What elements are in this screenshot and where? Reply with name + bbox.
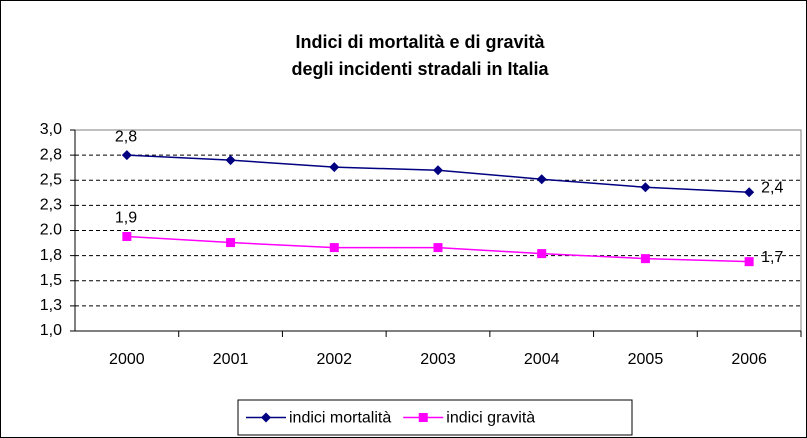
data-label: 1,7 bbox=[761, 249, 783, 266]
legend-marker bbox=[418, 413, 428, 422]
y-tick-label: 1,5 bbox=[40, 272, 62, 289]
y-tick-label: 1,0 bbox=[40, 322, 62, 339]
data-label: 2,8 bbox=[115, 128, 137, 145]
data-point bbox=[122, 232, 132, 242]
y-tick-label: 2,8 bbox=[40, 146, 62, 163]
legend-label: indici mortalità bbox=[289, 410, 391, 427]
chart-title: Indici di mortalità e di gravità bbox=[295, 32, 545, 52]
y-tick-label: 2.0 bbox=[40, 222, 62, 239]
y-tick-label: 2,3 bbox=[40, 197, 62, 214]
chart-subtitle: degli incidenti stradali in Italia bbox=[291, 59, 549, 79]
y-tick-label: 1,3 bbox=[40, 297, 62, 314]
x-tick-label: 2002 bbox=[316, 351, 352, 368]
x-tick-label: 2004 bbox=[524, 351, 560, 368]
legend-marker bbox=[261, 412, 271, 423]
data-point bbox=[744, 257, 754, 267]
data-point bbox=[640, 254, 650, 264]
data-point bbox=[744, 187, 755, 198]
data-point bbox=[433, 165, 443, 176]
data-point bbox=[226, 238, 236, 248]
data-label: 2,4 bbox=[761, 180, 783, 197]
data-point bbox=[536, 174, 547, 185]
data-point bbox=[537, 249, 547, 259]
data-point bbox=[433, 243, 443, 253]
x-tick-label: 2003 bbox=[420, 351, 456, 368]
data-point bbox=[329, 243, 339, 253]
data-point bbox=[225, 155, 236, 166]
data-point bbox=[329, 162, 340, 173]
y-tick-label: 2,5 bbox=[40, 171, 62, 188]
x-tick-label: 2005 bbox=[628, 351, 664, 368]
legend-label: indici gravità bbox=[446, 410, 535, 427]
y-tick-label: 1,8 bbox=[40, 247, 62, 264]
x-tick-label: 2000 bbox=[109, 351, 145, 368]
data-point bbox=[640, 182, 651, 193]
data-point bbox=[121, 150, 132, 161]
data-label: 1,9 bbox=[115, 210, 137, 227]
x-tick-label: 2001 bbox=[213, 351, 249, 368]
x-tick-label: 2006 bbox=[731, 351, 767, 368]
y-tick-label: 3,0 bbox=[40, 121, 62, 138]
